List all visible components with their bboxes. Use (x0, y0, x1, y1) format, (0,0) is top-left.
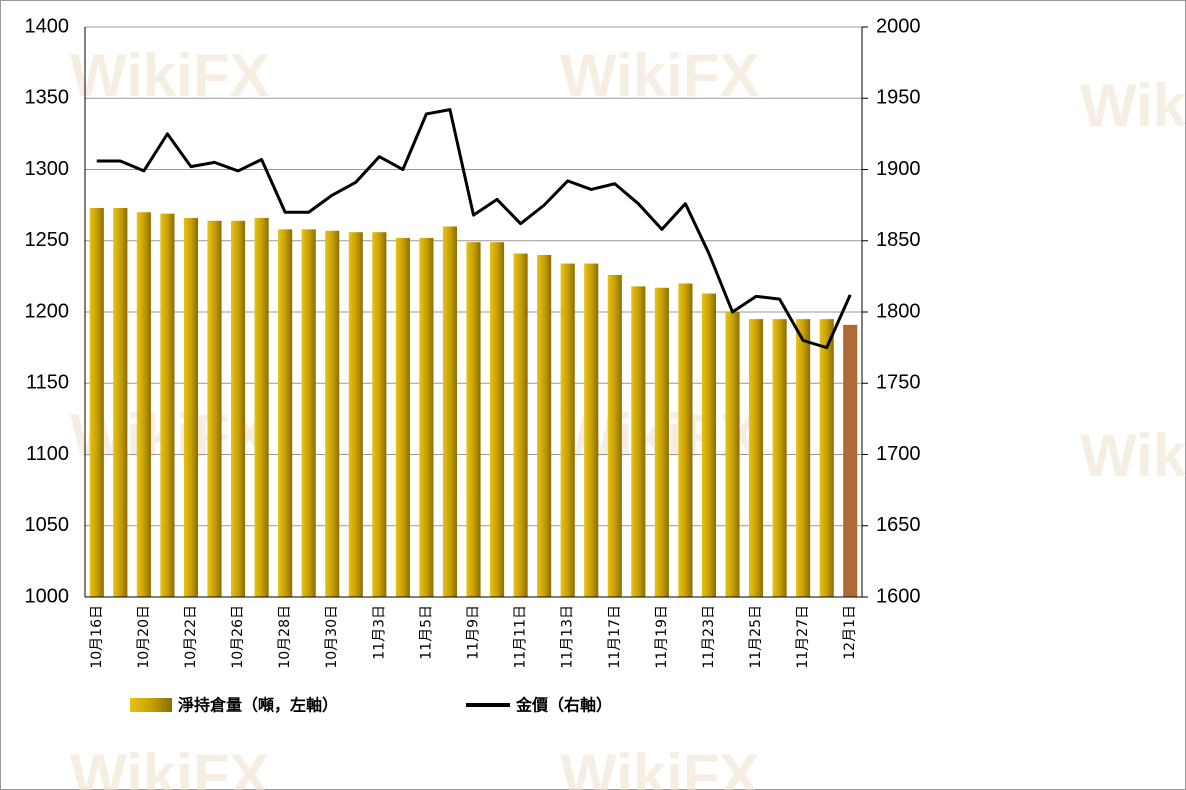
bar (278, 229, 293, 597)
y2-tick-label: 1950 (876, 87, 921, 109)
x-tick-label: 10月20日 (136, 605, 152, 669)
watermark: WikiFX (70, 42, 269, 109)
bar (136, 212, 151, 597)
y2-tick-label: 1750 (876, 372, 921, 394)
legend-swatch (130, 698, 172, 712)
watermark: WikiFX (560, 42, 759, 109)
y2-tick-label: 1700 (876, 443, 921, 465)
x-tick-label: 11月11日 (513, 605, 529, 669)
y-tick-label: 1300 (25, 158, 70, 180)
x-tick-label: 11月9日 (466, 605, 482, 660)
y2-tick-label: 2000 (876, 15, 921, 37)
bar (607, 274, 622, 597)
bar (466, 242, 481, 598)
watermark: WikiFX (1080, 422, 1186, 489)
bar (301, 229, 316, 597)
bar (631, 286, 646, 597)
watermark: WikiFX (70, 742, 269, 790)
x-tick-label: 11月3日 (371, 605, 387, 660)
watermark: WikiFX (1080, 72, 1186, 139)
bar (183, 217, 199, 597)
bar (395, 237, 410, 597)
x-tick-label: 11月25日 (748, 605, 764, 669)
x-tick-label: 11月13日 (560, 605, 576, 669)
bar (230, 220, 246, 598)
bar (701, 293, 717, 597)
bar (678, 283, 693, 597)
bar (584, 263, 599, 597)
x-tick-label: 10月30日 (324, 605, 340, 669)
bar (513, 253, 528, 597)
bar (796, 319, 811, 597)
bar (819, 319, 834, 597)
bar (725, 312, 740, 597)
x-tick-label: 10月26日 (230, 605, 246, 669)
y-tick-label: 1250 (25, 229, 70, 251)
x-tick-label: 11月5日 (418, 605, 434, 660)
bar (113, 207, 128, 597)
bar (207, 220, 222, 598)
y2-tick-label: 1650 (876, 514, 921, 536)
bar (160, 213, 175, 598)
x-tick-label: 10月16日 (89, 605, 105, 669)
x-tick-label: 12月1日 (842, 605, 858, 660)
bar (89, 207, 104, 597)
bar (372, 232, 387, 597)
y-tick-label: 1050 (25, 514, 70, 536)
bar (537, 255, 552, 597)
y2-tick-label: 1800 (876, 300, 921, 322)
x-tick-label: 11月23日 (701, 605, 717, 669)
bar (442, 226, 458, 597)
bar (254, 217, 269, 597)
y-tick-label: 1150 (26, 372, 69, 394)
x-tick-label: 11月17日 (607, 605, 623, 669)
x-tick-label: 11月19日 (654, 605, 670, 669)
y-tick-label: 1200 (25, 300, 70, 322)
bar (489, 242, 505, 598)
y-tick-label: 1100 (26, 443, 69, 465)
y-tick-label: 1000 (25, 585, 70, 607)
y2-tick-label: 1850 (876, 229, 921, 251)
bar (843, 324, 858, 597)
y-tick-label: 1400 (25, 15, 70, 37)
price-line (96, 108, 852, 350)
bar (348, 232, 363, 597)
bar (654, 287, 669, 597)
bar (419, 237, 434, 597)
bar (325, 230, 340, 597)
legend-label: 金價（右軸） (515, 696, 612, 715)
y2-tick-label: 1900 (876, 158, 921, 180)
x-tick-label: 10月22日 (183, 605, 199, 669)
y2-tick-label: 1600 (876, 585, 921, 607)
legend-label: 淨持倉量（噸，左軸） (178, 696, 338, 715)
x-tick-label: 10月28日 (277, 605, 293, 669)
y-tick-label: 1350 (25, 87, 70, 109)
bar (748, 319, 764, 597)
watermark: WikiFX (560, 742, 759, 790)
bar (560, 263, 575, 597)
x-tick-label: 11月27日 (795, 605, 811, 669)
bar (772, 319, 787, 597)
